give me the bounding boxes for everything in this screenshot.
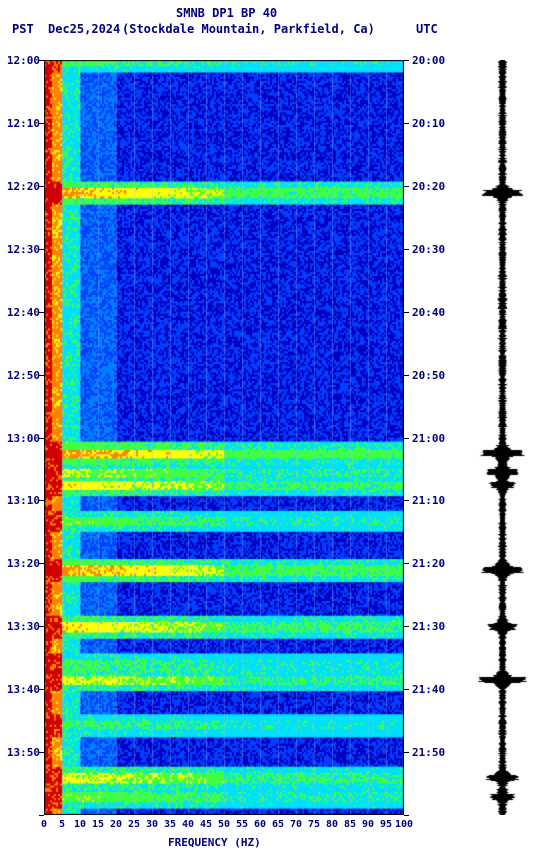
left-tick-mark <box>39 123 44 124</box>
x-tick: 80 <box>326 819 338 830</box>
right-tick-mark <box>404 500 409 501</box>
right-tick: 20:30 <box>412 243 445 256</box>
left-tick-mark <box>39 60 44 61</box>
x-tick: 55 <box>236 819 248 830</box>
left-tick: 13:10 <box>7 494 40 507</box>
chart-tz-left: PST <box>12 22 34 36</box>
x-tick: 90 <box>362 819 374 830</box>
right-tick-mark <box>404 249 409 250</box>
left-tick: 12:00 <box>7 54 40 67</box>
left-tick: 13:00 <box>7 432 40 445</box>
left-tick-mark <box>39 500 44 501</box>
x-tick: 5 <box>59 819 65 830</box>
right-tick-mark <box>404 60 409 61</box>
x-axis-label: FREQUENCY (HZ) <box>168 836 261 849</box>
x-tick: 25 <box>128 819 140 830</box>
right-tick: 21:00 <box>412 432 445 445</box>
left-tick-mark <box>39 249 44 250</box>
x-tick: 65 <box>272 819 284 830</box>
x-tick: 100 <box>395 819 413 830</box>
left-tick-mark <box>39 689 44 690</box>
left-tick: 13:20 <box>7 557 40 570</box>
x-tick: 75 <box>308 819 320 830</box>
x-tick: 0 <box>41 819 47 830</box>
chart-location: (Stockdale Mountain, Parkfield, Ca) <box>122 22 375 36</box>
left-tick-mark <box>39 752 44 753</box>
left-tick-mark <box>39 626 44 627</box>
left-tick-mark <box>39 563 44 564</box>
left-tick-mark <box>39 312 44 313</box>
x-tick: 40 <box>182 819 194 830</box>
spectrogram-panel <box>44 60 404 815</box>
right-tick: 21:20 <box>412 557 445 570</box>
x-tick: 50 <box>218 819 230 830</box>
chart-date: Dec25,2024 <box>48 22 120 36</box>
left-tick: 12:40 <box>7 306 40 319</box>
left-tick-mark <box>39 375 44 376</box>
right-tick: 21:50 <box>412 746 445 759</box>
right-tick-mark <box>404 186 409 187</box>
x-tick: 35 <box>164 819 176 830</box>
left-tick: 13:30 <box>7 620 40 633</box>
right-tick-mark <box>404 312 409 313</box>
x-tick: 60 <box>254 819 266 830</box>
left-tick: 13:50 <box>7 746 40 759</box>
waveform-panel <box>475 60 530 815</box>
x-tick: 15 <box>92 819 104 830</box>
x-tick: 45 <box>200 819 212 830</box>
right-tick-mark <box>404 563 409 564</box>
x-tick: 95 <box>380 819 392 830</box>
x-tick: 70 <box>290 819 302 830</box>
left-tick: 12:30 <box>7 243 40 256</box>
right-tick-mark <box>404 626 409 627</box>
right-tick: 21:10 <box>412 494 445 507</box>
x-tick: 20 <box>110 819 122 830</box>
right-tick-mark <box>404 752 409 753</box>
right-tick: 20:00 <box>412 54 445 67</box>
right-tick-mark <box>404 375 409 376</box>
left-tick: 12:20 <box>7 180 40 193</box>
right-tick-mark <box>404 438 409 439</box>
left-tick-mark <box>39 438 44 439</box>
left-tick-mark <box>39 815 44 816</box>
right-tick: 21:30 <box>412 620 445 633</box>
right-tick: 20:50 <box>412 369 445 382</box>
right-tick-mark <box>404 689 409 690</box>
left-tick: 13:40 <box>7 683 40 696</box>
left-tick-mark <box>39 186 44 187</box>
right-tick-mark <box>404 815 409 816</box>
right-tick-mark <box>404 123 409 124</box>
x-tick: 10 <box>74 819 86 830</box>
left-tick: 12:50 <box>7 369 40 382</box>
chart-title-line1: SMNB DP1 BP 40 <box>176 6 277 20</box>
right-tick: 20:20 <box>412 180 445 193</box>
left-tick: 12:10 <box>7 117 40 130</box>
chart-tz-right: UTC <box>416 22 438 36</box>
right-tick: 20:40 <box>412 306 445 319</box>
right-tick: 21:40 <box>412 683 445 696</box>
x-tick: 85 <box>344 819 356 830</box>
x-tick: 30 <box>146 819 158 830</box>
right-tick: 20:10 <box>412 117 445 130</box>
